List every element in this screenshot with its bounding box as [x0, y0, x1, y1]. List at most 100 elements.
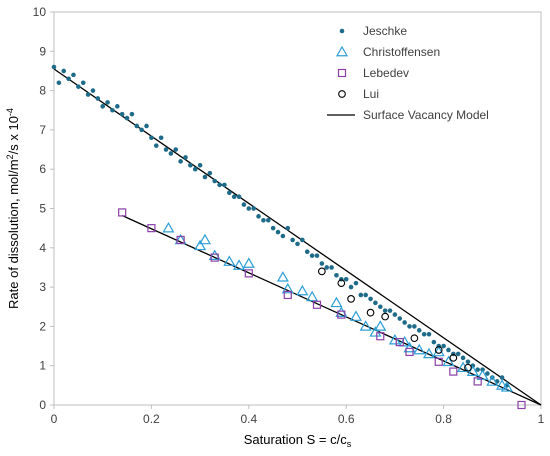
christoffensen-point [432, 345, 445, 357]
christoffensen-point [194, 239, 207, 251]
christoffensen-point [349, 310, 362, 321]
y-tick-label: 8 [39, 84, 46, 98]
lui-point [337, 279, 346, 288]
lui-point [434, 346, 443, 354]
christoffensen-point [374, 320, 387, 331]
christoffensen-point [223, 255, 236, 266]
legend-label: Christoffensen [363, 45, 440, 59]
y-axis-title-superscript: 2 [5, 154, 15, 159]
jeschke-point [144, 123, 149, 129]
jeschke-point [300, 237, 305, 243]
x-tick-label: 1 [538, 412, 545, 426]
jeschke-point [85, 92, 91, 97]
jeschke-point [295, 241, 300, 247]
jeschke-point [100, 104, 105, 109]
lebedev-point [449, 367, 458, 376]
jeschke-point [202, 174, 208, 180]
model-line [121, 214, 542, 406]
lui-point [410, 334, 419, 343]
christoffensen-point [369, 326, 382, 337]
jeschke-point [66, 76, 71, 82]
jeschke-point [465, 359, 471, 365]
lebedev-point [434, 357, 443, 366]
lui-point [381, 312, 390, 321]
jeschke-point [197, 162, 203, 168]
jeschke-point [455, 351, 461, 357]
lebedev-point [395, 338, 404, 347]
jeschke-point [358, 292, 364, 298]
legend-label: Jeschke [363, 24, 407, 38]
christoffensen-point [457, 361, 470, 373]
christoffensen-point [162, 221, 175, 233]
x-axis-title-main: Saturation S = c/c [244, 432, 347, 447]
y-tick-label: 6 [39, 162, 46, 176]
jeschke-point [348, 284, 354, 290]
jeschke-point [90, 88, 96, 93]
lui-point [464, 363, 472, 372]
jeschke-point [261, 217, 266, 223]
jeschke-point [134, 123, 140, 129]
lui-point [449, 353, 458, 362]
y-tick-label: 4 [39, 241, 46, 255]
jeschke-point [290, 237, 295, 243]
jeschke-point [124, 115, 130, 121]
y-tick-label: 0 [39, 398, 46, 412]
jeschke-point [446, 347, 451, 353]
christoffensen-point [198, 233, 212, 245]
jeschke-point [392, 312, 398, 317]
lebedev-point [118, 208, 127, 217]
lebedev-point [210, 253, 219, 262]
jeschke-point [163, 147, 169, 152]
christoffensen-point [388, 333, 401, 345]
jeschke-point [119, 111, 125, 117]
jeschke-point [236, 194, 242, 200]
jeschke-point [441, 343, 446, 349]
christoffensen-point [466, 365, 479, 376]
jeschke-point [265, 217, 271, 223]
lui-point [347, 295, 355, 303]
lebedev-point [312, 300, 322, 309]
jeschke-point [231, 194, 237, 200]
jeschke-point [105, 100, 110, 105]
legend-marker [338, 90, 346, 98]
jeschke-point [373, 300, 378, 306]
christoffensen-point [276, 271, 289, 282]
jeschke-point [241, 202, 247, 207]
jeschke-point [115, 104, 120, 109]
x-tick-label: 0.4 [240, 412, 257, 426]
x-tick-label: 0.2 [143, 412, 160, 426]
x-tick-label: 0.6 [338, 412, 355, 426]
jeschke-point [95, 96, 101, 101]
christoffensen-point [296, 284, 309, 296]
legend: Jeschke Christoffensen Lebedev Lui Surface V… [327, 24, 489, 122]
jeschke-point [246, 206, 252, 211]
jeschke-point [343, 276, 349, 282]
christoffensen-point [403, 341, 416, 353]
legend-label: Lebedev [363, 66, 409, 80]
jeschke-point [416, 328, 422, 333]
christoffensen-point [398, 335, 411, 347]
y-axis-title-middle: /s x 10 [6, 116, 21, 154]
jeschke-point [368, 296, 373, 302]
jeschke-point [139, 127, 144, 133]
jeschke-point [227, 190, 232, 196]
jeschke-point [407, 324, 412, 329]
y-tick-label: 9 [39, 44, 46, 58]
lebedev-point [405, 347, 414, 357]
jeschke-point [192, 166, 198, 172]
jeschke-point [256, 214, 261, 219]
y-axis-title-superscript-2: -4 [5, 108, 15, 116]
jeschke-point [149, 135, 154, 141]
lebedev-point [244, 269, 253, 278]
jeschke-point [309, 253, 315, 258]
jeschke-point [207, 170, 213, 176]
lebedev-point [376, 332, 385, 341]
legend-marker [337, 68, 347, 78]
jeschke-point [334, 273, 339, 278]
x-axis-title: Saturation S = c/cs [244, 432, 352, 449]
jeschke-point [188, 162, 193, 168]
jeschke-point [212, 178, 218, 184]
jeschke-point [387, 308, 393, 313]
legend-label: Surface Vacancy Model [363, 108, 489, 122]
